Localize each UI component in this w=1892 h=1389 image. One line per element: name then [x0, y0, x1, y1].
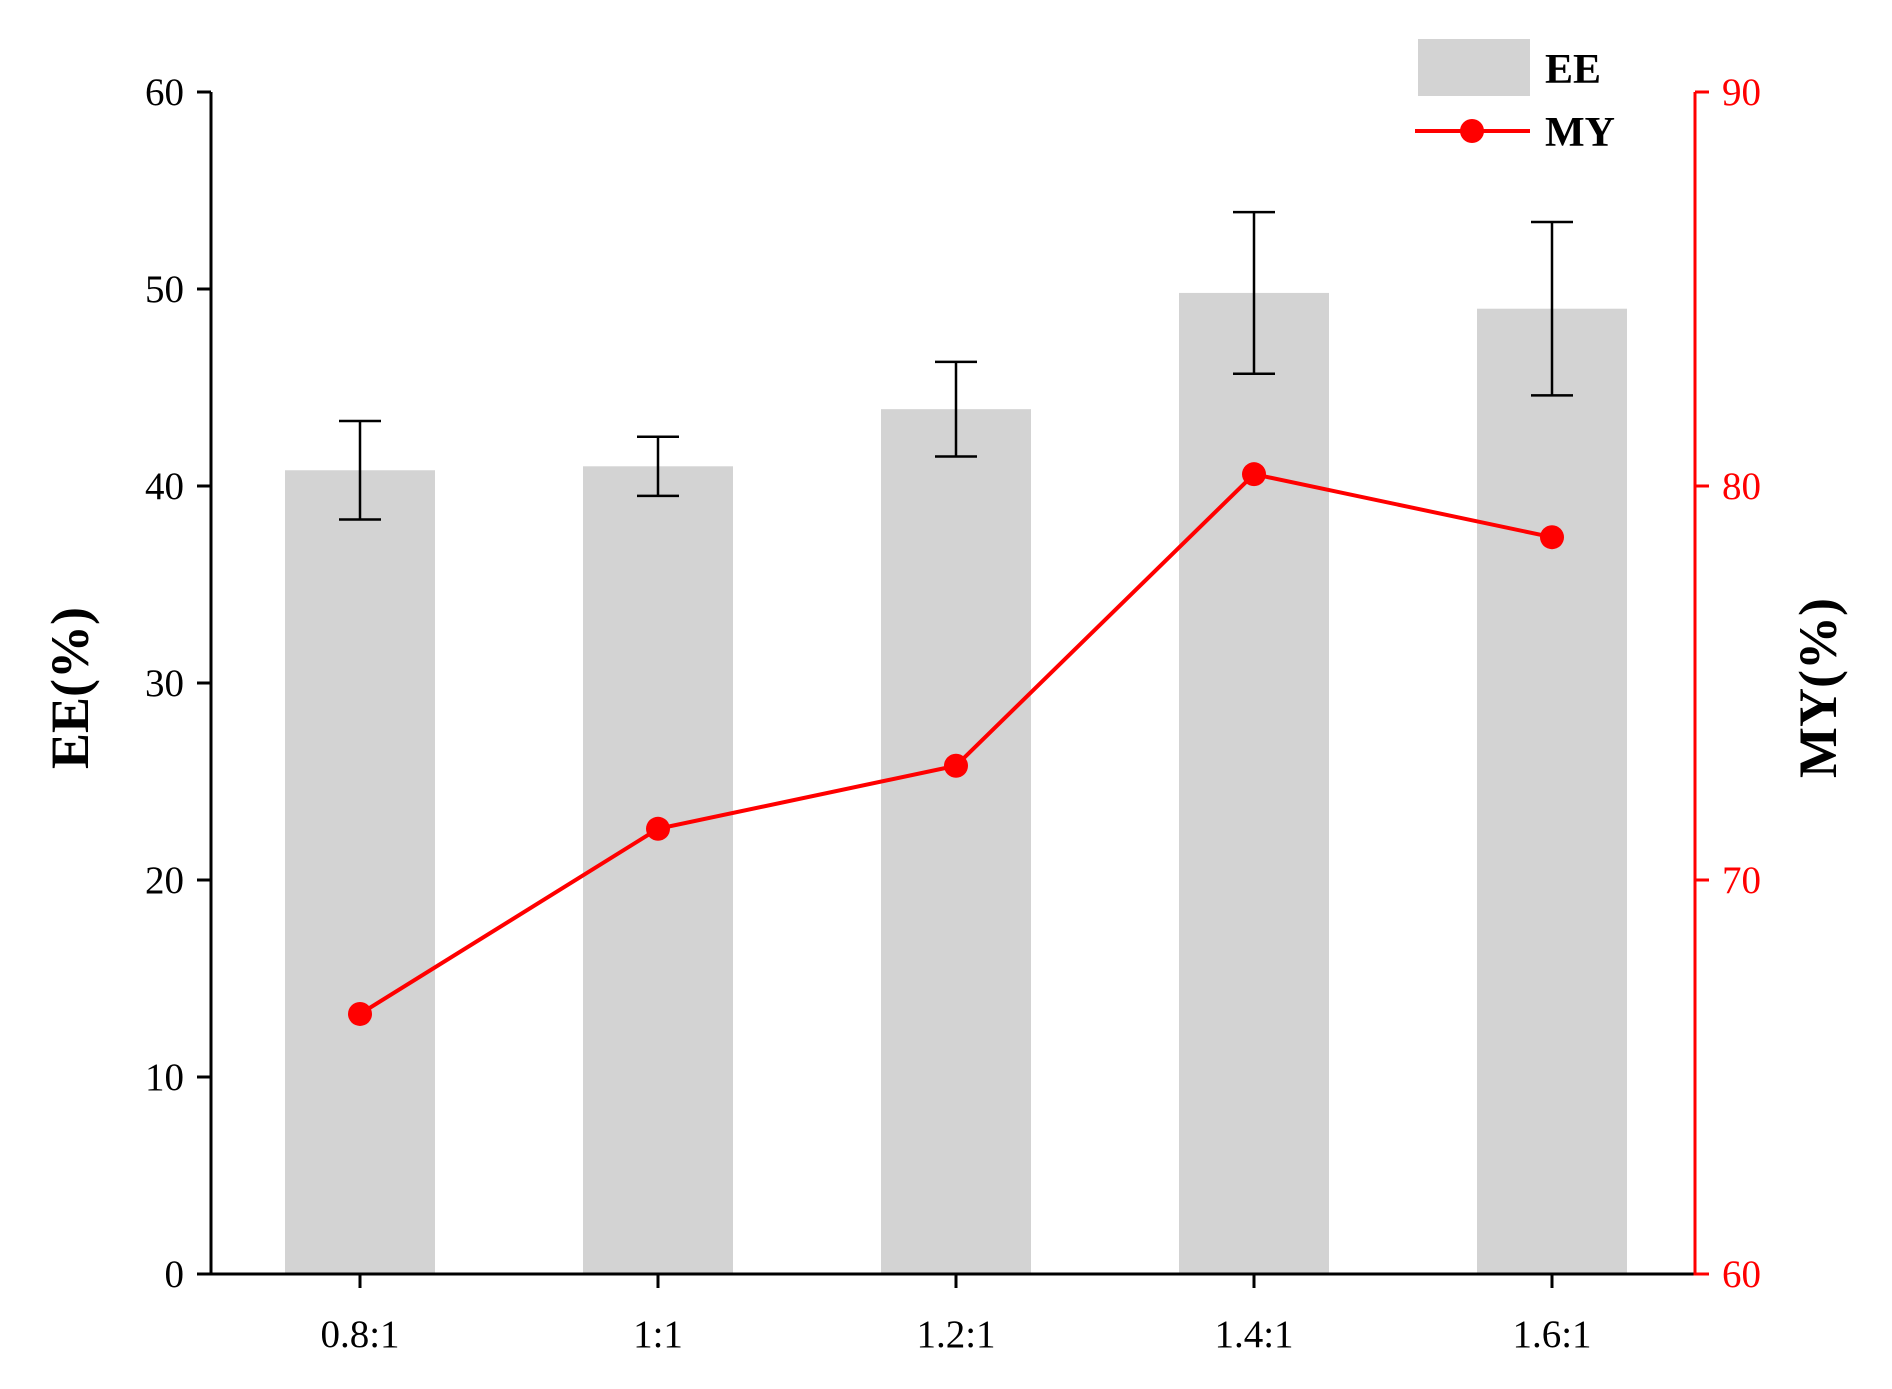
- x-tick-label: 1.4:1: [1214, 1313, 1293, 1356]
- bar-ee-1.6:1: [1477, 308, 1627, 1274]
- legend-label-my: MY: [1545, 110, 1615, 156]
- axes-layer: 0 10 20 30 40 50 60 0.8:1 1:1 1.2:1 1.4:1 1.6:1 60 70…: [145, 71, 1761, 1356]
- y-left-tick-label: 10: [145, 1056, 184, 1099]
- legend-label-ee: EE: [1545, 47, 1601, 93]
- bars-layer: [285, 292, 1627, 1274]
- y-left-tick-label: 30: [145, 662, 184, 705]
- bar-ee-1.4:1: [1179, 292, 1329, 1274]
- y-left-tick-label: 50: [145, 268, 184, 311]
- legend-swatch-ee: [1418, 39, 1530, 96]
- y-left-tick-label: 60: [145, 71, 184, 114]
- point-my-1.2:1: [944, 753, 968, 778]
- y-right-tick-label: 70: [1722, 859, 1761, 902]
- bar-ee-1:1: [583, 466, 733, 1274]
- error-bars-layer: [339, 210, 1573, 521]
- point-my-1.4:1: [1242, 462, 1266, 487]
- line-series-layer: [348, 462, 1564, 1026]
- y-left-tick-label: 40: [145, 465, 184, 508]
- y-left-tick-label: 0: [165, 1253, 185, 1296]
- x-tick-label: 1.2:1: [916, 1313, 995, 1356]
- x-tick-label: 1:1: [633, 1313, 683, 1356]
- x-tick-label: 0.8:1: [320, 1313, 399, 1356]
- point-my-0.8:1: [348, 1001, 372, 1026]
- y-right-tick-label: 90: [1722, 71, 1761, 114]
- y-axis-left-title: EE(%): [40, 607, 100, 769]
- y-axis-right-title: MY(%): [1788, 598, 1848, 778]
- y-left-tick-label: 20: [145, 859, 184, 902]
- legend-swatch-my-marker: [1460, 119, 1484, 143]
- bar-ee-0.8:1: [285, 470, 435, 1274]
- point-my-1.6:1: [1540, 525, 1564, 550]
- x-tick-label: 1.6:1: [1512, 1313, 1591, 1356]
- y-right-tick-label: 80: [1722, 465, 1761, 508]
- legend: EE MY: [1415, 39, 1615, 156]
- bar-ee-1.2:1: [881, 409, 1031, 1274]
- y-right-tick-label: 60: [1722, 1253, 1761, 1296]
- point-my-1:1: [646, 816, 670, 841]
